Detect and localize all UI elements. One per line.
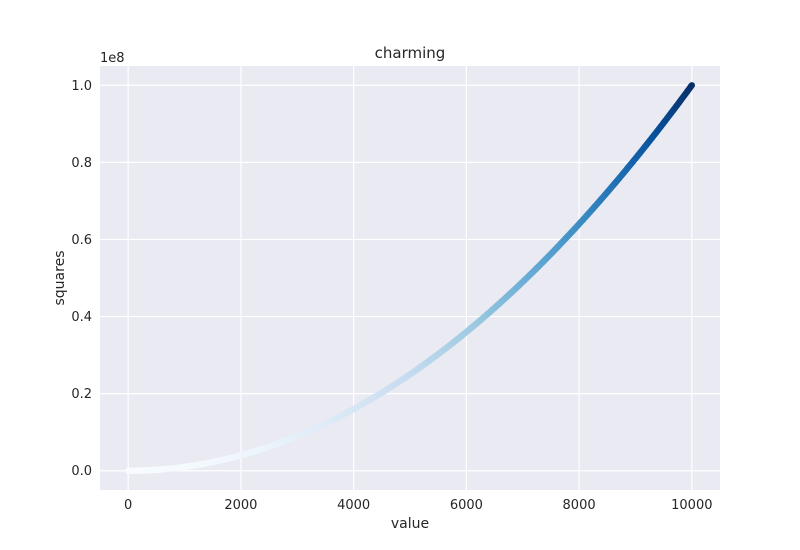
x-tick-label: 8000 <box>563 498 596 513</box>
x-tick-label: 0 <box>124 498 132 513</box>
y-axis-ticks: 0.0 0.2 0.4 0.6 0.8 1.0 <box>71 79 92 479</box>
y-tick-label: 0.4 <box>71 310 92 325</box>
data-points <box>125 82 696 474</box>
y-tick-label: 0.0 <box>71 464 92 479</box>
grid <box>100 66 720 490</box>
y-tick-label: 1.0 <box>71 79 92 94</box>
y-tick-label: 0.6 <box>71 233 92 248</box>
x-tick-label: 4000 <box>337 498 370 513</box>
y-axis-offset-label: 1e8 <box>100 51 125 66</box>
x-tick-label: 10000 <box>671 498 712 513</box>
chart-title: charming <box>375 44 446 62</box>
x-tick-label: 6000 <box>450 498 483 513</box>
y-tick-label: 0.2 <box>71 387 92 402</box>
plot-area <box>100 66 720 490</box>
x-axis-label: value <box>391 516 429 532</box>
data-point <box>688 82 696 89</box>
y-axis-label: squares <box>52 251 68 306</box>
x-axis-ticks: 0 2000 4000 6000 8000 10000 <box>124 498 712 513</box>
x-tick-label: 2000 <box>224 498 257 513</box>
y-tick-label: 0.8 <box>71 156 92 171</box>
